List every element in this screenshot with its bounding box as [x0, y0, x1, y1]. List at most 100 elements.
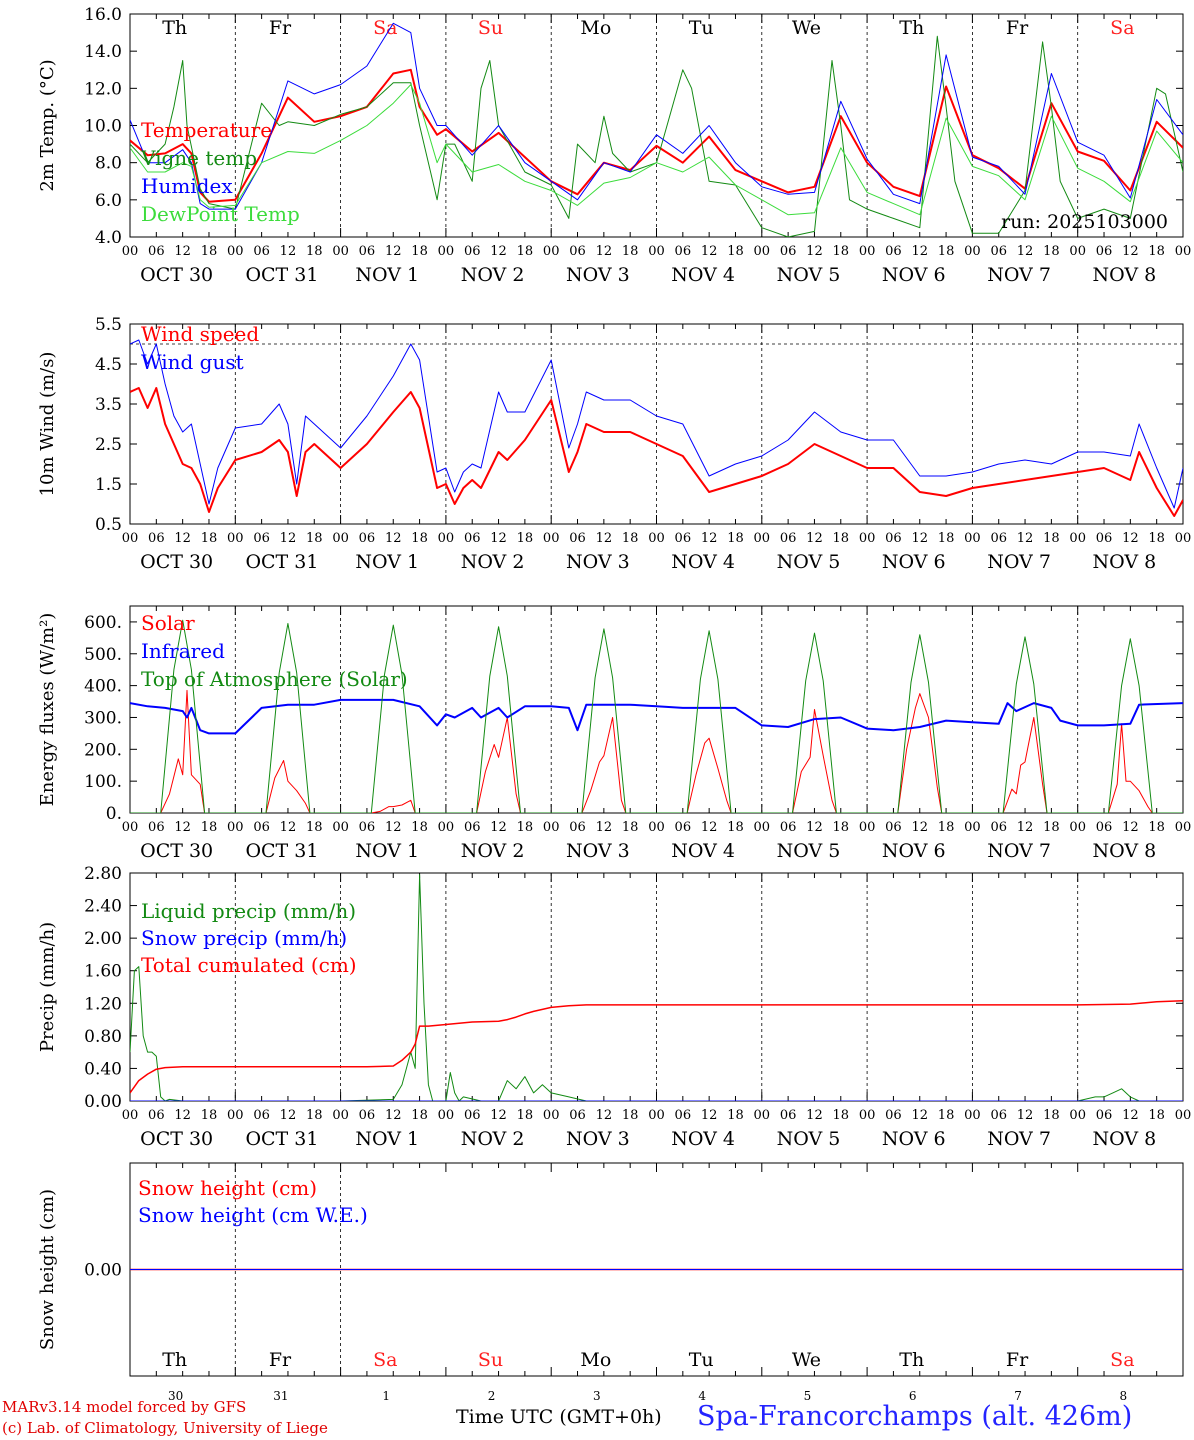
date-label: NOV 5 — [777, 1128, 841, 1150]
day-number-label: 1 — [382, 1389, 390, 1403]
date-label: OCT 30 — [140, 551, 213, 573]
series-humidex — [130, 22, 1183, 210]
hour-tick-label: 12 — [911, 820, 928, 835]
panel-1: 4.0 6.0 8.0 10.0 12.0 14.0 16.0 2m Temp. (°C) 00… — [37, 5, 1191, 286]
hour-tick-label: 00 — [438, 531, 455, 546]
hour-tick-label: 12 — [806, 531, 823, 546]
day-number-label: 3 — [593, 1389, 601, 1403]
date-label: NOV 3 — [566, 551, 630, 573]
date-label: NOV 2 — [461, 264, 525, 286]
panel-4: 0.00 0.40 0.80 1.20 1.60 2.00 2.40 2.80 Precip (… — [37, 864, 1191, 1150]
date-label: NOV 1 — [355, 264, 419, 286]
hour-tick-label: 18 — [622, 820, 639, 835]
hour-tick-label: 06 — [359, 244, 376, 259]
hour-tick-label: 00 — [648, 820, 665, 835]
date-label: OCT 31 — [245, 551, 318, 573]
y-tick-label: 2.5 — [95, 435, 122, 455]
hour-tick-label: 18 — [306, 1108, 323, 1123]
weekday-label: Th — [162, 17, 187, 39]
weekday-label: We — [792, 17, 821, 39]
hour-tick-label: 06 — [780, 1108, 797, 1123]
hour-tick-label: 06 — [569, 820, 586, 835]
y-axis-label: 10m Wind (m/s) — [37, 352, 58, 497]
hour-tick-label: 12 — [280, 531, 297, 546]
hour-tick-label: 18 — [411, 1108, 428, 1123]
hour-tick-label: 06 — [569, 244, 586, 259]
date-label: NOV 3 — [566, 840, 630, 862]
y-tick-label: 5.5 — [95, 315, 122, 335]
hour-tick-label: 18 — [833, 244, 850, 259]
hour-tick-label: 18 — [306, 244, 323, 259]
hour-tick-label: 00 — [964, 244, 981, 259]
y-tick-label: 0.00 — [84, 1261, 122, 1281]
date-label: NOV 1 — [355, 840, 419, 862]
hour-tick-label: 00 — [964, 531, 981, 546]
y-tick-label: 14.0 — [84, 42, 122, 62]
hour-tick-label: 12 — [174, 244, 191, 259]
hour-tick-label: 18 — [833, 820, 850, 835]
hour-tick-label: 00 — [438, 1108, 455, 1123]
day-number-label: 31 — [273, 1389, 288, 1403]
hour-tick-label: 18 — [1043, 820, 1060, 835]
date-label: OCT 30 — [140, 264, 213, 286]
hour-tick-label: 00 — [543, 820, 560, 835]
series-liquid-precip-mm-h — [130, 874, 1183, 1101]
weekday-label: Fr — [269, 1349, 292, 1371]
legend-entry: Snow precip (mm/h) — [141, 926, 347, 950]
model-credit: MARv3.14 model forced by GFS — [2, 1398, 247, 1416]
y-tick-label: 0.00 — [84, 1092, 122, 1112]
legend-entry: Liquid precip (mm/h) — [141, 899, 356, 923]
y-axis-label: 2m Temp. (°C) — [37, 59, 58, 191]
hour-tick-label: 12 — [490, 531, 507, 546]
date-label: NOV 2 — [461, 1128, 525, 1150]
hour-tick-label: 18 — [727, 820, 744, 835]
y-axis-label: Energy fluxes (W/m²) — [37, 613, 58, 807]
hour-tick-label: 18 — [517, 820, 534, 835]
hour-tick-label: 12 — [596, 531, 613, 546]
legend-entry: Wind gust — [141, 350, 244, 374]
y-tick-label: 2.80 — [84, 864, 122, 884]
date-label: NOV 8 — [1092, 1128, 1156, 1150]
hour-tick-label: 12 — [385, 244, 402, 259]
y-tick-label: 500. — [84, 645, 122, 665]
hour-tick-label: 00 — [438, 244, 455, 259]
hour-tick-label: 12 — [1122, 1108, 1139, 1123]
hour-tick-label: 18 — [1148, 244, 1165, 259]
hour-tick-label: 06 — [359, 531, 376, 546]
hour-tick-label: 06 — [464, 1108, 481, 1123]
date-label: NOV 8 — [1092, 551, 1156, 573]
hour-tick-label: 12 — [1122, 531, 1139, 546]
lab-credit: (c) Lab. of Climatology, University of L… — [2, 1419, 328, 1437]
hour-tick-label: 18 — [517, 244, 534, 259]
date-label: NOV 5 — [777, 551, 841, 573]
hour-tick-label: 18 — [1148, 820, 1165, 835]
hour-tick-label: 12 — [1122, 820, 1139, 835]
hour-tick-label: 06 — [990, 531, 1007, 546]
y-tick-label: 4.0 — [95, 228, 122, 248]
hour-tick-label: 12 — [174, 1108, 191, 1123]
hour-tick-label: 06 — [148, 244, 165, 259]
panel-2: 0.5 1.5 2.5 3.5 4.5 5.5 10m Wind (m/s) 00 06 12 18… — [37, 315, 1191, 573]
y-tick-label: 2.40 — [84, 897, 122, 917]
hour-tick-label: 00 — [227, 531, 244, 546]
hour-tick-label: 12 — [701, 820, 718, 835]
hour-tick-label: 06 — [569, 1108, 586, 1123]
date-label: NOV 7 — [987, 264, 1051, 286]
y-axis-label: Precip (mm/h) — [37, 922, 58, 1052]
hour-tick-label: 06 — [885, 1108, 902, 1123]
series-infrared — [130, 698, 1183, 735]
date-label: NOV 4 — [671, 840, 735, 862]
hour-tick-label: 12 — [911, 1108, 928, 1123]
series-vigne-temp — [130, 35, 1183, 237]
hour-tick-label: 06 — [253, 820, 270, 835]
weekday-label: Mo — [580, 17, 611, 39]
hour-tick-label: 12 — [280, 1108, 297, 1123]
hour-tick-label: 00 — [964, 1108, 981, 1123]
weekday-label: Fr — [1006, 1349, 1029, 1371]
weekday-label: Th — [899, 1349, 924, 1371]
date-label: NOV 4 — [671, 264, 735, 286]
y-tick-label: 1.60 — [84, 962, 122, 982]
date-label: NOV 2 — [461, 551, 525, 573]
hour-tick-label: 00 — [859, 1108, 876, 1123]
hour-tick-label: 12 — [385, 820, 402, 835]
